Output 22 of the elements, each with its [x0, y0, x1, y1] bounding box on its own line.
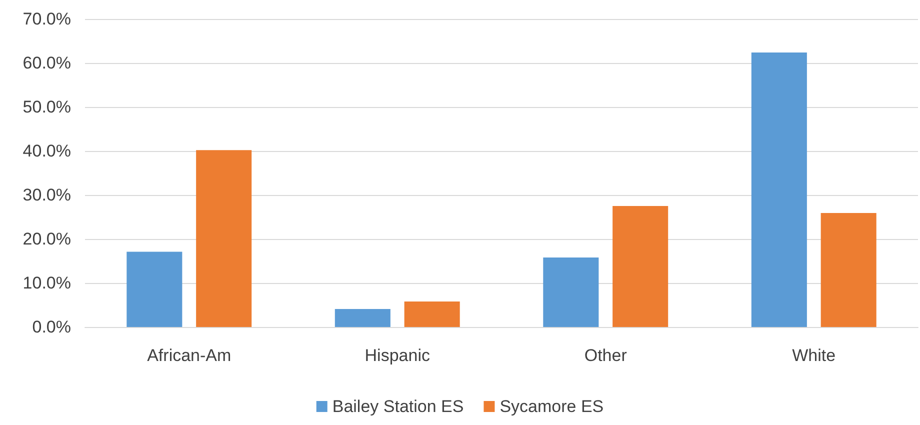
- y-tick-label: 60.0%: [22, 54, 71, 72]
- bar: [751, 52, 807, 327]
- bar: [334, 308, 390, 327]
- x-tick-label: Other: [584, 346, 628, 365]
- y-tick-label: 20.0%: [22, 230, 71, 248]
- y-tick-label: 50.0%: [22, 98, 71, 116]
- bar: [404, 301, 460, 327]
- legend-label: Bailey Station ES: [332, 397, 464, 416]
- bar: [612, 206, 668, 327]
- y-tick-label: 40.0%: [22, 142, 71, 160]
- y-tick-label: 10.0%: [22, 274, 71, 292]
- y-tick-label: 70.0%: [22, 10, 71, 28]
- bar: [820, 213, 876, 327]
- x-tick-label: African-Am: [147, 346, 232, 365]
- x-tick-label: Hispanic: [364, 346, 430, 365]
- bar: [543, 257, 599, 327]
- y-tick-label: 0.0%: [32, 318, 71, 336]
- y-tick-label: 30.0%: [22, 186, 71, 204]
- bar: [126, 252, 182, 327]
- legend-label: Sycamore ES: [500, 397, 604, 416]
- x-tick-label: White: [792, 346, 836, 365]
- bar: [196, 150, 252, 327]
